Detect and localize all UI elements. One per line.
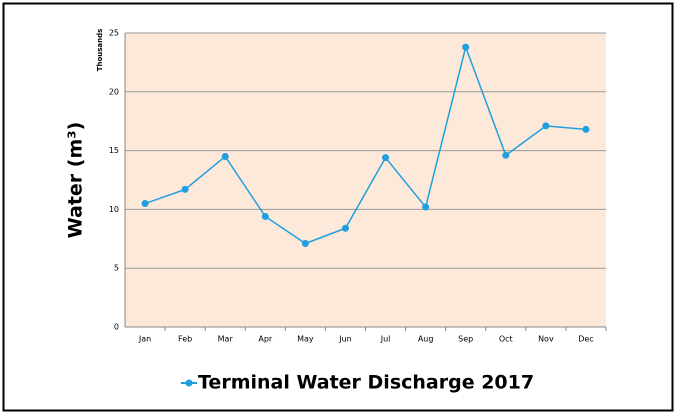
- x-tick-label: Feb: [178, 335, 192, 344]
- x-tick-label: Oct: [499, 335, 513, 344]
- x-tick-label: Jan: [138, 335, 151, 344]
- point: [382, 154, 390, 162]
- x-tick-label: Apr: [258, 335, 273, 344]
- x-tick-label: Jun: [338, 335, 352, 344]
- y-tick-label: 25: [109, 29, 119, 38]
- point: [462, 43, 470, 51]
- x-tick-label: Sep: [458, 335, 473, 344]
- point: [181, 185, 189, 193]
- plot-area: [125, 33, 606, 327]
- y-tick-label: 5: [114, 264, 119, 273]
- x-tick-label: Nov: [538, 335, 554, 344]
- point: [582, 125, 590, 133]
- point: [141, 200, 149, 208]
- point: [422, 203, 430, 211]
- y-axis-title: Water (m³): [65, 122, 87, 239]
- y-tick-label: 15: [109, 146, 119, 155]
- point: [542, 122, 550, 130]
- y-unit-label: Thousands: [96, 29, 104, 72]
- series-line: [144, 44, 587, 245]
- point: [502, 151, 510, 159]
- point: [261, 212, 269, 220]
- point: [221, 152, 229, 160]
- x-tick-label: Mar: [218, 335, 234, 344]
- x-tick-label: Aug: [418, 335, 434, 344]
- x-tick-label: Jul: [380, 335, 391, 344]
- point: [341, 224, 349, 232]
- y-tick-label: 20: [109, 87, 119, 96]
- point: [301, 240, 309, 248]
- y-tick-label: 10: [109, 205, 119, 214]
- legend-label: Terminal Water Discharge 2017: [198, 372, 534, 394]
- x-tick-label: May: [297, 335, 314, 344]
- x-tick-label: Dec: [578, 335, 593, 344]
- legend-swatch-marker: [185, 379, 193, 387]
- y-tick-label: 0: [114, 323, 119, 332]
